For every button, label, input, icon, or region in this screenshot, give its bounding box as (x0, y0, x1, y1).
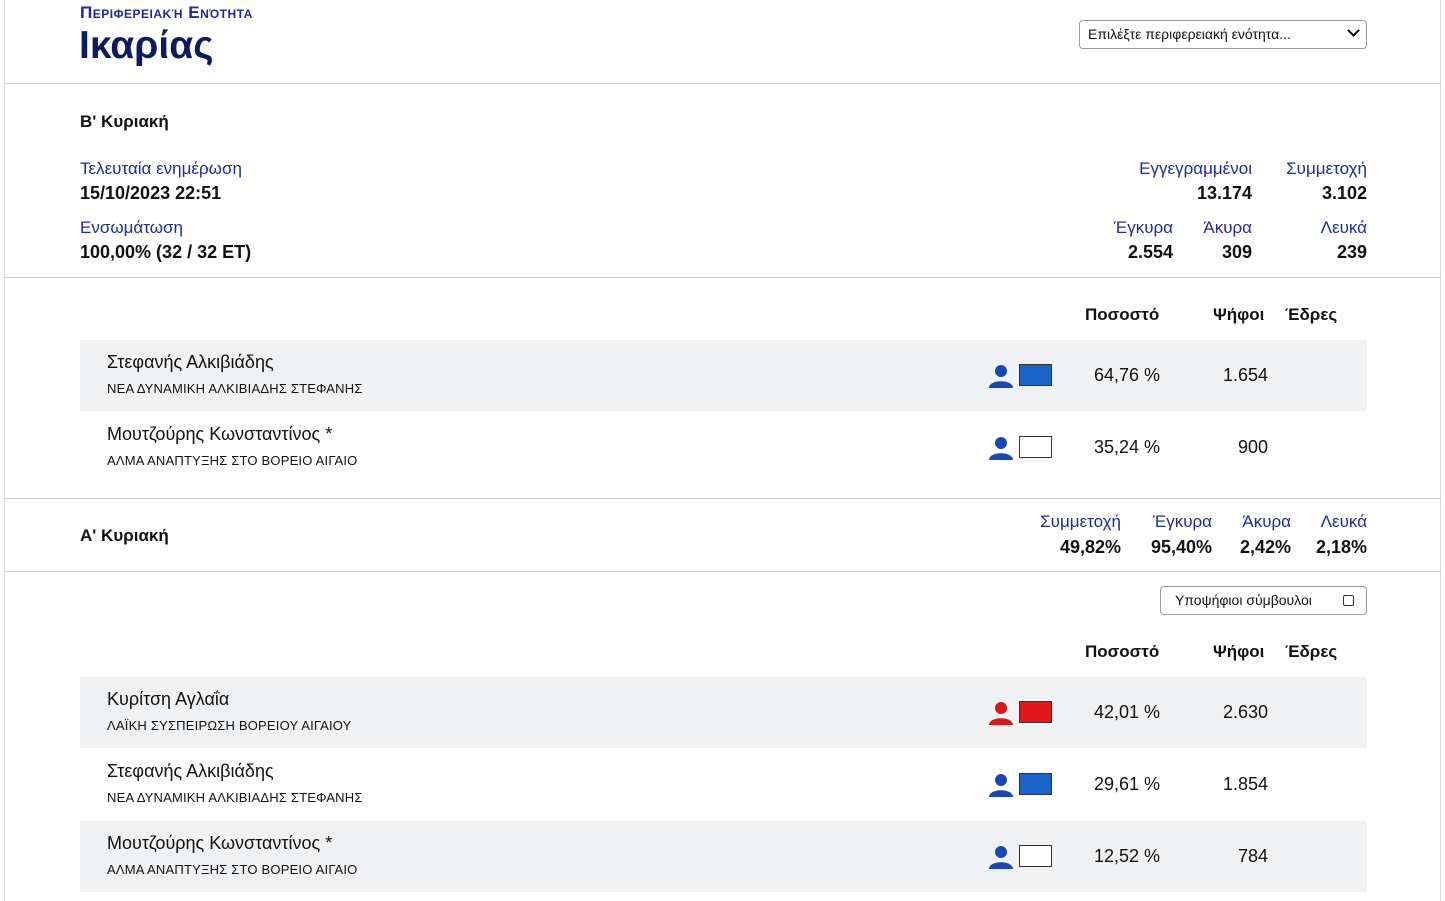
candidate-percent: 64,76 % (1093, 365, 1160, 385)
page-frame (4, 0, 1441, 901)
registered-label: Εγγεγραμμένοι (1139, 159, 1252, 178)
person-icon (989, 774, 1013, 797)
candidate-percent: 42,01 % (1093, 702, 1160, 722)
valid-label: Έγκυρα (1152, 512, 1212, 531)
candidate-name: Κυρίτση Αγλαΐα (107, 689, 230, 709)
candidate-name: Μουτζούρης Κωνσταντίνος * (107, 833, 333, 853)
party-color-swatch (1019, 436, 1052, 458)
region-select[interactable]: Επιλέξτε περιφερειακή ενότητα... (1079, 20, 1367, 49)
candidate-votes: 784 (1237, 846, 1268, 866)
round-title-first: Α' Κυριακή (80, 526, 169, 545)
invalid-value: 2,42% (1239, 537, 1291, 557)
candidate-row: Μουτζούρης Κωνσταντίνος * ΑΛΜΑ ΑΝΑΠΤΥΞΗΣ… (80, 412, 1367, 483)
candidate-percent: 12,52 % (1093, 846, 1160, 866)
registered-value: 13.174 (1196, 183, 1252, 203)
blank-value: 2,18% (1315, 537, 1367, 557)
turnout-value: 3.102 (1321, 183, 1367, 203)
round-title-second: Β' Κυριακή (80, 112, 169, 131)
party-color-swatch (1019, 773, 1052, 795)
candidate-party: ΝΕΑ ΔΥΝΑΜΙΚΗ ΑΛΚΙΒΙΑΔΗΣ ΣΤΕΦΑΝΗΣ (107, 381, 363, 396)
invalid-value: 309 (1221, 242, 1252, 262)
person-icon (989, 702, 1013, 725)
candidate-votes: 900 (1237, 437, 1268, 457)
candidate-name: Μουτζούρης Κωνσταντίνος * (107, 424, 333, 444)
column-header-percent: Ποσοστό (1085, 305, 1160, 324)
candidate-votes: 1.854 (1222, 774, 1268, 794)
blank-value: 239 (1336, 242, 1367, 262)
person-icon (989, 846, 1013, 869)
chevron-down-icon (1347, 24, 1360, 37)
invalid-label: Άκυρα (1242, 512, 1291, 531)
candidate-percent: 35,24 % (1093, 437, 1160, 457)
candidate-row: Μουτζούρης Κωνσταντίνος * ΑΛΜΑ ΑΝΑΠΤΥΞΗΣ… (80, 821, 1367, 892)
candidate-councillors-label: Υποψήφιοι σύμβουλοι (1175, 592, 1312, 608)
candidate-votes: 1.654 (1222, 365, 1268, 385)
turnout-value: 49,82% (1059, 537, 1121, 557)
invalid-label: Άκυρα (1203, 218, 1252, 237)
valid-value: 95,40% (1150, 537, 1212, 557)
candidate-percent: 29,61 % (1093, 774, 1160, 794)
incorporation-value: 100,00% (32 / 32 ΕΤ) (80, 242, 252, 262)
turnout-label: Συμμετοχή (1286, 159, 1367, 178)
incorporation-label: Ενσωμάτωση (80, 218, 183, 237)
candidate-row: Στεφανής Αλκιβιάδης ΝΕΑ ΔΥΝΑΜΙΚΗ ΑΛΚΙΒΙΑ… (80, 340, 1367, 411)
candidate-name: Στεφανής Αλκιβιάδης (107, 761, 274, 781)
column-header-votes: Ψήφοι (1213, 305, 1265, 324)
region-type-label: Περιφερειακή Ενότητα (80, 3, 253, 22)
party-color-swatch (1019, 845, 1052, 867)
divider (4, 498, 1441, 499)
divider (4, 571, 1441, 572)
blank-label: Λευκά (1320, 512, 1367, 531)
party-color-swatch (1019, 364, 1052, 386)
party-color-swatch (1019, 701, 1052, 723)
divider (4, 83, 1441, 84)
person-icon (989, 437, 1013, 460)
candidate-party: ΝΕΑ ΔΥΝΑΜΙΚΗ ΑΛΚΙΒΙΑΔΗΣ ΣΤΕΦΑΝΗΣ (107, 790, 363, 805)
column-header-votes: Ψήφοι (1213, 642, 1265, 661)
last-update-label: Τελευταία ενημέρωση (80, 159, 242, 178)
candidate-row: Κυρίτση Αγλαΐα ΛΑΪΚΗ ΣΥΣΠΕΙΡΩΣΗ ΒΟΡΕΙΟΥ … (80, 677, 1367, 748)
column-header-percent: Ποσοστό (1085, 642, 1160, 661)
candidate-party: ΑΛΜΑ ΑΝΑΠΤΥΞΗΣ ΣΤΟ ΒΟΡΕΙΟ ΑΙΓΑΙΟ (107, 862, 358, 877)
candidate-party: ΛΑΪΚΗ ΣΥΣΠΕΙΡΩΣΗ ΒΟΡΕΙΟΥ ΑΙΓΑΙΟΥ (107, 718, 352, 733)
candidate-councillors-toggle[interactable]: Υποψήφιοι σύμβουλοι (1160, 586, 1367, 615)
candidate-votes: 2.630 (1222, 702, 1268, 722)
valid-label: Έγκυρα (1113, 218, 1173, 237)
valid-value: 2.554 (1127, 242, 1173, 262)
candidate-party: ΑΛΜΑ ΑΝΑΠΤΥΞΗΣ ΣΤΟ ΒΟΡΕΙΟ ΑΙΓΑΙΟ (107, 453, 358, 468)
candidate-name: Στεφανής Αλκιβιάδης (107, 352, 274, 372)
checkbox[interactable] (1343, 595, 1354, 606)
last-update-value: 15/10/2023 22:51 (80, 183, 222, 203)
region-select-value: Επιλέξτε περιφερειακή ενότητα... (1088, 26, 1291, 42)
divider (4, 277, 1441, 278)
page-title: Ικαρίας (79, 24, 214, 67)
turnout-label: Συμμετοχή (1040, 512, 1121, 531)
person-icon (989, 365, 1013, 388)
column-header-seats: Έδρες (1285, 642, 1338, 661)
candidate-row: Στεφανής Αλκιβιάδης ΝΕΑ ΔΥΝΑΜΙΚΗ ΑΛΚΙΒΙΑ… (80, 749, 1367, 820)
blank-label: Λευκά (1320, 218, 1367, 237)
column-header-seats: Έδρες (1285, 305, 1338, 324)
